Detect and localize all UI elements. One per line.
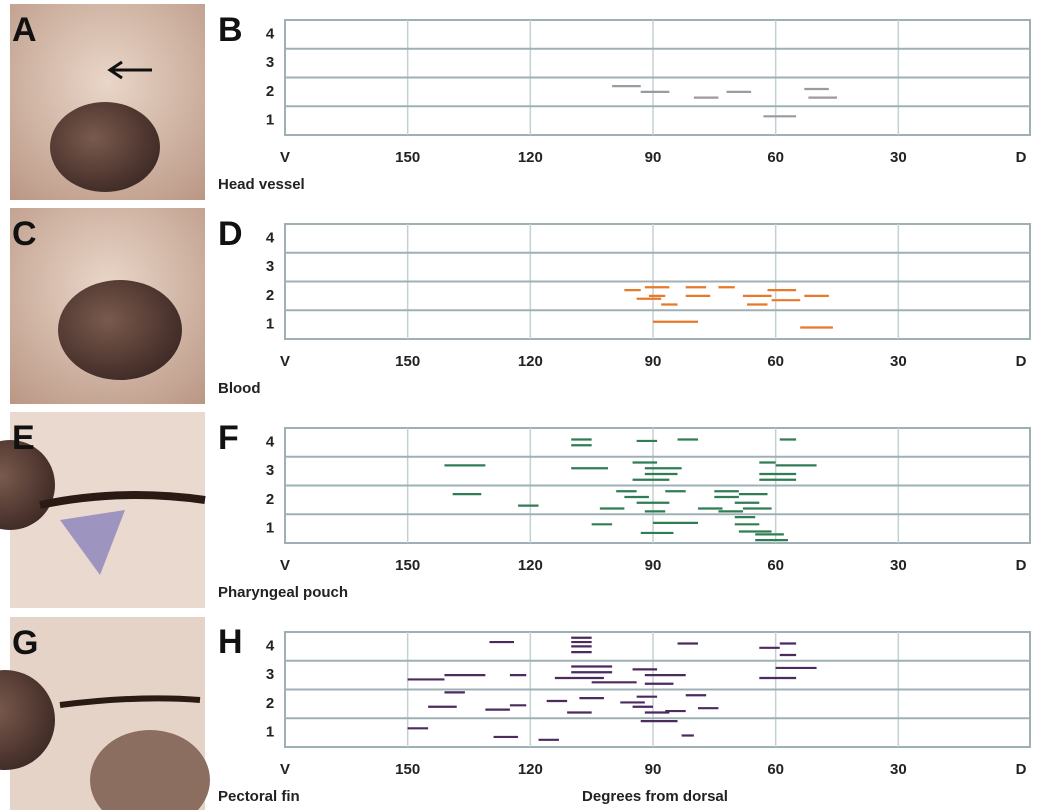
arrow	[107, 60, 152, 80]
y-tick-label: 1	[266, 724, 274, 741]
panel-label: H	[218, 623, 243, 661]
y-tick-label: 4	[266, 229, 275, 246]
y-tick-label: 1	[266, 316, 274, 333]
x-tick-label: 90	[645, 761, 662, 778]
y-tick-label: 3	[266, 258, 274, 275]
photo-label: A	[12, 11, 37, 49]
x-tick-label: 120	[518, 149, 543, 166]
y-tick-label: 4	[266, 25, 275, 42]
photo-label: G	[12, 624, 38, 662]
x-tick-label: 60	[767, 353, 784, 370]
photo-shape	[39, 491, 206, 509]
panel-title: Pectoral fin	[218, 788, 300, 805]
y-tick-label: 2	[266, 695, 274, 712]
photo-shape	[58, 280, 182, 380]
panel-title: Blood	[218, 380, 261, 397]
x-tick-label: 30	[890, 149, 907, 166]
panel-title: Head vessel	[218, 176, 305, 193]
x-tick-label: D	[1016, 149, 1027, 166]
y-tick-label: 3	[266, 462, 274, 479]
photo-shape	[50, 102, 160, 192]
panel-title: Pharyngeal pouch	[218, 584, 348, 601]
x-tick-label: 30	[890, 557, 907, 574]
x-axis-label: Degrees from dorsal	[582, 788, 728, 805]
panel-label: D	[218, 215, 243, 253]
x-tick-label: V	[280, 557, 290, 574]
photo-shape	[59, 695, 201, 708]
x-tick-label: D	[1016, 761, 1027, 778]
y-tick-label: 3	[266, 54, 274, 71]
photos	[0, 4, 210, 810]
x-tick-label: V	[280, 149, 290, 166]
photo-shape	[60, 510, 125, 575]
x-tick-label: V	[280, 761, 290, 778]
x-tick-label: V	[280, 353, 290, 370]
panel-label: F	[218, 419, 239, 457]
x-tick-label: 90	[645, 557, 662, 574]
x-tick-label: 150	[395, 353, 420, 370]
y-tick-label: 1	[266, 112, 274, 129]
y-tick-label: 2	[266, 287, 274, 304]
y-tick-label: 1	[266, 520, 274, 537]
panel-label: B	[218, 11, 243, 49]
x-tick-label: D	[1016, 557, 1027, 574]
x-tick-label: 60	[767, 149, 784, 166]
x-tick-label: 120	[518, 761, 543, 778]
x-tick-label: 150	[395, 149, 420, 166]
photo-shape	[90, 730, 210, 810]
x-tick-label: 90	[645, 353, 662, 370]
x-tick-label: 120	[518, 353, 543, 370]
x-tick-label: 30	[890, 353, 907, 370]
photo-shape	[0, 670, 55, 770]
y-tick-label: 4	[266, 637, 275, 654]
x-tick-label: 90	[645, 149, 662, 166]
photo-label: C	[12, 215, 37, 253]
x-tick-label: 60	[767, 557, 784, 574]
y-tick-label: 2	[266, 491, 274, 508]
x-tick-label: 120	[518, 557, 543, 574]
x-tick-label: 60	[767, 761, 784, 778]
photo-label: E	[12, 419, 35, 457]
x-tick-label: 150	[395, 761, 420, 778]
y-tick-label: 3	[266, 666, 274, 683]
y-tick-label: 4	[266, 433, 275, 450]
x-tick-label: 30	[890, 761, 907, 778]
y-tick-label: 2	[266, 83, 274, 100]
x-tick-label: D	[1016, 353, 1027, 370]
x-tick-label: 150	[395, 557, 420, 574]
